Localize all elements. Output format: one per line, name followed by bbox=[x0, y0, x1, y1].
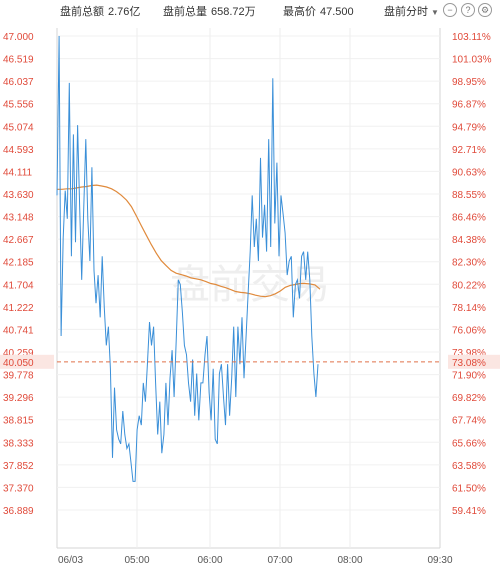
y-tick-label: 42.185 bbox=[3, 258, 34, 269]
y-tick-label: 40.741 bbox=[3, 325, 34, 336]
price-line bbox=[56, 35, 319, 482]
x-tick-label: 08:00 bbox=[337, 555, 362, 566]
x-tick-label: 05:00 bbox=[124, 555, 149, 566]
pct-tick-label: 90.63% bbox=[452, 167, 486, 178]
pct-tick-label: 98.95% bbox=[452, 77, 486, 88]
pct-tick-label: 103.11% bbox=[452, 32, 491, 43]
pct-tick-label: 61.50% bbox=[452, 483, 486, 494]
x-tick-label: 07:00 bbox=[267, 555, 292, 566]
ref-price-label: 40.050 bbox=[3, 358, 34, 369]
y-tick-label: 37.852 bbox=[3, 461, 34, 472]
x-tick-label: 06/03 bbox=[58, 555, 83, 566]
pct-tick-label: 67.74% bbox=[452, 416, 486, 427]
y-tick-label: 43.148 bbox=[3, 213, 34, 224]
y-tick-label: 39.778 bbox=[3, 371, 34, 382]
pct-tick-label: 92.71% bbox=[452, 145, 486, 156]
y-tick-label: 38.333 bbox=[3, 438, 34, 449]
pct-tick-label: 63.58% bbox=[452, 461, 486, 472]
average-price-line bbox=[57, 184, 321, 298]
premarket-amount: 盘前总额 2.76亿 bbox=[60, 6, 141, 18]
y-tick-label: 43.630 bbox=[3, 190, 34, 201]
premarket-summary-bar: 盘前总额 2.76亿 盘前总量 658.72万 最高价 47.500 盘前分时 ▼ − … bbox=[0, 0, 500, 22]
pct-tick-label: 59.41% bbox=[452, 506, 486, 517]
y-tick-label: 46.519 bbox=[3, 55, 34, 66]
pct-tick-label: 80.22% bbox=[452, 280, 486, 291]
y-tick-label: 41.704 bbox=[3, 280, 34, 291]
pct-tick-label: 69.82% bbox=[452, 393, 486, 404]
pct-tick-label: 73.98% bbox=[452, 348, 486, 359]
settings-icon[interactable]: ⚙ bbox=[478, 3, 492, 17]
premarket-volume: 盘前总量 658.72万 bbox=[163, 6, 256, 18]
y-tick-label: 45.074 bbox=[3, 122, 34, 133]
y-tick-label: 45.556 bbox=[3, 100, 34, 111]
pct-tick-label: 71.90% bbox=[452, 371, 486, 382]
pct-tick-label: 78.14% bbox=[452, 303, 486, 314]
pct-tick-label: 86.46% bbox=[452, 213, 486, 224]
y-tick-label: 41.222 bbox=[3, 303, 34, 314]
pct-tick-label: 76.06% bbox=[452, 325, 486, 336]
y-tick-label: 36.889 bbox=[3, 506, 34, 517]
pct-tick-label: 96.87% bbox=[452, 100, 486, 111]
y-tick-label: 42.667 bbox=[3, 235, 34, 246]
watermark: 盘前交易 bbox=[170, 262, 330, 308]
pct-tick-label: 88.55% bbox=[452, 190, 486, 201]
premarket-high: 最高价 47.500 bbox=[283, 6, 354, 18]
chevron-down-icon: ▼ bbox=[431, 8, 439, 17]
y-tick-label: 44.111 bbox=[3, 167, 33, 178]
y-tick-label: 40.259 bbox=[3, 348, 34, 359]
pct-tick-label: 101.03% bbox=[452, 55, 492, 66]
x-tick-label: 06:00 bbox=[197, 555, 222, 566]
pct-tick-label: 94.79% bbox=[452, 122, 486, 133]
y-tick-label: 39.296 bbox=[3, 393, 34, 404]
y-tick-label: 38.815 bbox=[3, 416, 34, 427]
question-icon[interactable]: ? bbox=[461, 3, 475, 17]
y-tick-label: 47.000 bbox=[3, 32, 34, 43]
ref-pct-label: 73.08% bbox=[452, 358, 486, 369]
x-tick-label: 09:30 bbox=[427, 555, 452, 566]
y-tick-label: 37.370 bbox=[3, 483, 34, 494]
period-select[interactable]: 盘前分时 ▼ bbox=[384, 3, 439, 19]
ref-price-highlight bbox=[0, 354, 54, 369]
pct-tick-label: 65.66% bbox=[452, 438, 486, 449]
pct-tick-label: 82.30% bbox=[452, 258, 486, 269]
ref-pct-highlight bbox=[448, 354, 500, 369]
y-tick-label: 46.037 bbox=[3, 77, 34, 88]
pct-tick-label: 84.38% bbox=[452, 235, 486, 246]
y-tick-label: 44.593 bbox=[3, 145, 34, 156]
period-select-label: 盘前分时 bbox=[384, 6, 428, 18]
minimize-icon[interactable]: − bbox=[443, 3, 457, 17]
